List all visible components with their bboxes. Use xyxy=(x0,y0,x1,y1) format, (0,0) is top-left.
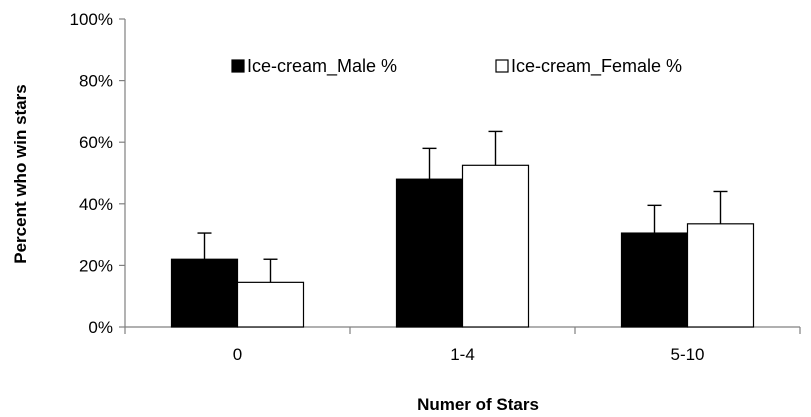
bar-male xyxy=(395,178,464,328)
legend-label-female: Ice-cream_Female % xyxy=(511,56,682,77)
legend-swatch-male xyxy=(231,59,245,73)
x-tick-label: 5-10 xyxy=(670,345,704,364)
y-tick-label: 40% xyxy=(79,195,113,214)
y-tick-label: 80% xyxy=(79,72,113,91)
y-tick-label: 20% xyxy=(79,256,113,275)
legend-swatch-female xyxy=(495,59,509,73)
error-bars xyxy=(197,130,728,283)
x-axis-title: Numer of Stars xyxy=(417,395,539,414)
y-tick-label: 100% xyxy=(70,10,113,29)
bar-male xyxy=(620,232,689,328)
x-tick-label: 0 xyxy=(233,345,242,364)
bar-female xyxy=(686,223,755,328)
y-tick-label: 0% xyxy=(88,318,113,337)
legend: Ice-cream_Male % Ice-cream_Female % xyxy=(231,56,682,77)
y-ticks: 0% 20% 40% 60% 80% 100% xyxy=(70,10,125,337)
bar-female xyxy=(461,164,530,328)
bar-male xyxy=(170,258,239,328)
x-ticks: 0 1-4 5-10 xyxy=(124,327,801,364)
bars xyxy=(170,164,755,328)
bar-female xyxy=(236,281,305,328)
legend-label-male: Ice-cream_Male % xyxy=(247,56,397,77)
y-axis-title: Percent who win stars xyxy=(11,84,30,264)
y-tick-label: 60% xyxy=(79,133,113,152)
x-tick-label: 1-4 xyxy=(450,345,475,364)
